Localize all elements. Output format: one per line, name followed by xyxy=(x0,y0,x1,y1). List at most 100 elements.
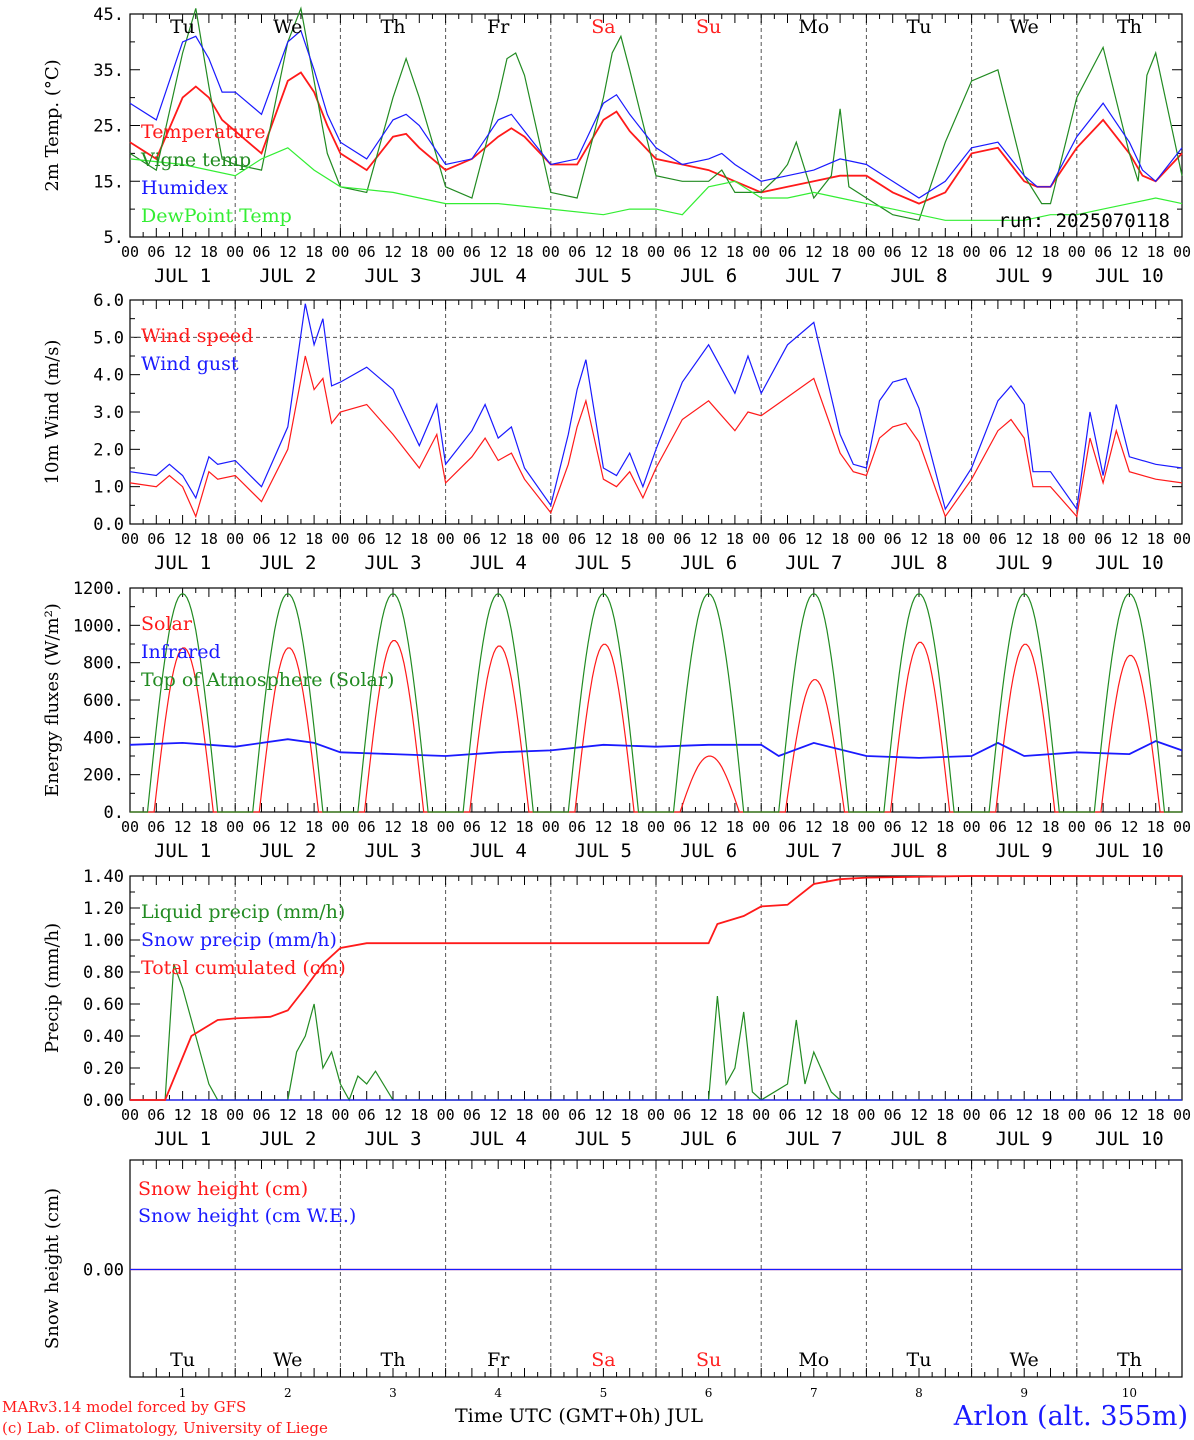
date-label: JUL 7 xyxy=(785,840,842,862)
hour-tick-label: 18 xyxy=(621,1106,639,1124)
hour-tick-label: 00 xyxy=(647,818,665,836)
hour-tick-label: 12 xyxy=(1015,530,1033,548)
day-name-label: Su xyxy=(696,16,721,38)
hour-tick-label: 00 xyxy=(331,1106,349,1124)
date-label: JUL 6 xyxy=(680,265,737,287)
hour-tick-label: 00 xyxy=(542,818,560,836)
hour-tick-label: 00 xyxy=(1173,243,1191,261)
day-number-label: 8 xyxy=(915,1386,923,1400)
hour-tick-label: 00 xyxy=(226,1106,244,1124)
date-label: JUL 10 xyxy=(1095,1128,1164,1150)
hour-tick-label: 00 xyxy=(1173,818,1191,836)
series-vigne-temp xyxy=(129,6,1183,221)
day-name-label: Mo xyxy=(798,16,829,38)
hour-tick-label: 06 xyxy=(568,243,586,261)
hour-tick-label: 12 xyxy=(384,1106,402,1124)
y-axis-label: 10m Wind (m/s) xyxy=(42,340,63,485)
hour-tick-label: 06 xyxy=(778,243,796,261)
hour-tick-label: 06 xyxy=(778,818,796,836)
hour-tick-label: 00 xyxy=(542,1106,560,1124)
hour-tick-label: 12 xyxy=(384,243,402,261)
hour-tick-label: 18 xyxy=(200,530,218,548)
hour-tick-label: 06 xyxy=(568,818,586,836)
day-name-label: Fr xyxy=(487,1349,510,1371)
hour-tick-label: 12 xyxy=(279,530,297,548)
date-label: JUL 2 xyxy=(259,840,316,862)
panel-2: 0.0 1.0 2.0 3.0 4.0 5.0 6.0 10m Wind (m/s) Wind … xyxy=(42,291,1191,574)
hour-tick-label: 18 xyxy=(1147,530,1165,548)
hour-tick-label: 00 xyxy=(1173,1106,1191,1124)
hour-tick-label: 06 xyxy=(568,530,586,548)
y-tick-label: 6.0 xyxy=(93,291,124,311)
hour-tick-label: 12 xyxy=(594,1106,612,1124)
hour-tick-label: 12 xyxy=(594,818,612,836)
panel-1: 5. 15. 25. 35. 45. 2m Temp. (°C) Temperature Vi… xyxy=(42,5,1191,287)
hour-tick-label: 00 xyxy=(1173,530,1191,548)
hour-tick-label: 06 xyxy=(673,243,691,261)
hour-tick-label: 18 xyxy=(1041,243,1059,261)
hour-tick-label: 06 xyxy=(463,1106,481,1124)
y-tick-label: 0.20 xyxy=(83,1059,124,1079)
date-label: JUL 6 xyxy=(680,1128,737,1150)
legend-entry: Infrared xyxy=(141,641,221,663)
hour-tick-label: 06 xyxy=(673,1106,691,1124)
hour-tick-label: 18 xyxy=(515,530,533,548)
y-tick-label: 1.20 xyxy=(83,899,124,919)
day-number-label: 6 xyxy=(705,1386,713,1400)
hour-tick-label: 12 xyxy=(174,243,192,261)
hour-tick-label: 18 xyxy=(831,530,849,548)
day-name-label: Fr xyxy=(487,16,510,38)
hour-tick-label: 00 xyxy=(331,818,349,836)
series-infrared xyxy=(129,738,1183,759)
hour-tick-label: 00 xyxy=(752,530,770,548)
series-wind-speed xyxy=(129,355,1183,519)
hour-tick-label: 12 xyxy=(910,1106,928,1124)
hour-tick-label: 00 xyxy=(121,818,139,836)
day-number-label: 7 xyxy=(810,1386,818,1400)
date-label: JUL 3 xyxy=(364,1128,421,1150)
legend-entry: Temperature xyxy=(141,121,265,143)
hour-tick-label: 06 xyxy=(252,243,270,261)
hour-tick-label: 00 xyxy=(542,243,560,261)
y-tick-label: 4.0 xyxy=(93,366,124,386)
day-name-label: We xyxy=(1010,1349,1039,1371)
legend-entry: Total cumulated (cm) xyxy=(141,957,346,979)
series-wind-gust xyxy=(129,303,1183,511)
y-tick-label: 0. xyxy=(104,803,124,823)
day-name-label: Tu xyxy=(170,1349,195,1371)
day-name-label: Tu xyxy=(907,16,932,38)
series-liquid-precip-mm-h- xyxy=(130,963,1182,1102)
hour-tick-label: 00 xyxy=(121,530,139,548)
date-label: JUL 2 xyxy=(259,552,316,574)
hour-tick-label: 18 xyxy=(515,1106,533,1124)
y-tick-label: 0.60 xyxy=(83,995,124,1015)
date-label: JUL 9 xyxy=(996,840,1053,862)
hour-tick-label: 12 xyxy=(805,243,823,261)
y-axis-label: Energy fluxes (W/m²) xyxy=(42,603,63,797)
hour-tick-label: 00 xyxy=(542,530,560,548)
hour-tick-label: 06 xyxy=(358,530,376,548)
hour-tick-label: 12 xyxy=(594,530,612,548)
hour-tick-label: 12 xyxy=(910,243,928,261)
hour-tick-label: 18 xyxy=(410,243,428,261)
date-label: JUL 8 xyxy=(890,552,947,574)
y-tick-label: 400. xyxy=(83,728,124,748)
hour-tick-label: 12 xyxy=(489,530,507,548)
hour-tick-label: 18 xyxy=(936,530,954,548)
hour-tick-label: 06 xyxy=(147,818,165,836)
legend-entry: Liquid precip (mm/h) xyxy=(141,901,345,923)
hour-tick-label: 12 xyxy=(174,818,192,836)
hour-tick-label: 12 xyxy=(174,530,192,548)
day-name-label: Th xyxy=(381,16,406,38)
date-label: JUL 7 xyxy=(785,552,842,574)
date-label: JUL 5 xyxy=(575,265,632,287)
hour-tick-label: 00 xyxy=(752,243,770,261)
hour-tick-label: 00 xyxy=(752,818,770,836)
day-number-label: 2 xyxy=(284,1386,292,1400)
hour-tick-label: 12 xyxy=(384,530,402,548)
series-top-of-atmosphere-solar- xyxy=(130,592,1182,813)
hour-tick-label: 06 xyxy=(463,243,481,261)
y-tick-label: 1200. xyxy=(73,579,124,599)
hour-tick-label: 00 xyxy=(857,1106,875,1124)
legend-entry: Snow height (cm W.E.) xyxy=(138,1205,356,1227)
